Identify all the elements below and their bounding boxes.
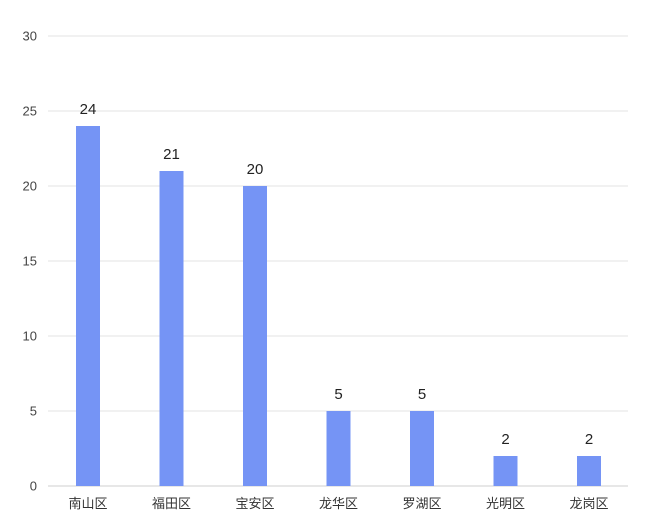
bars <box>76 126 601 486</box>
data-label: 5 <box>334 386 342 403</box>
bar <box>159 171 184 486</box>
gridlines <box>48 35 628 487</box>
data-label: 2 <box>501 431 509 448</box>
bar <box>326 411 351 486</box>
bar <box>577 456 601 486</box>
data-label: 20 <box>247 161 264 178</box>
y-tick-label: 15 <box>23 254 37 269</box>
y-tick-label: 5 <box>30 404 37 419</box>
data-labels: 24 21 20 5 5 2 2 <box>80 101 594 448</box>
x-axis-ticks: 南山区 福田区 宝安区 龙华区 罗湖区 光明区 龙岗区 <box>68 496 608 512</box>
bar <box>410 411 434 486</box>
y-tick-label: 30 <box>23 29 37 44</box>
x-tick-label: 南山区 <box>68 496 107 512</box>
y-axis-ticks: 0 5 10 15 20 25 30 <box>23 29 37 494</box>
data-label: 21 <box>163 146 180 163</box>
y-tick-label: 25 <box>23 104 37 119</box>
bar <box>243 186 267 486</box>
x-tick-label: 龙岗区 <box>569 497 608 512</box>
y-tick-label: 0 <box>30 479 37 494</box>
bar <box>76 126 100 486</box>
x-tick-label: 光明区 <box>486 497 525 512</box>
x-tick-label: 宝安区 <box>235 497 274 512</box>
bar <box>493 456 518 486</box>
y-tick-label: 20 <box>23 179 37 194</box>
y-tick-label: 10 <box>23 329 37 344</box>
x-tick-label: 龙华区 <box>319 497 358 512</box>
data-label: 5 <box>418 386 426 403</box>
x-tick-label: 罗湖区 <box>402 497 441 512</box>
data-label: 24 <box>80 101 97 118</box>
data-label: 2 <box>585 431 593 448</box>
x-tick-label: 福田区 <box>152 497 191 512</box>
